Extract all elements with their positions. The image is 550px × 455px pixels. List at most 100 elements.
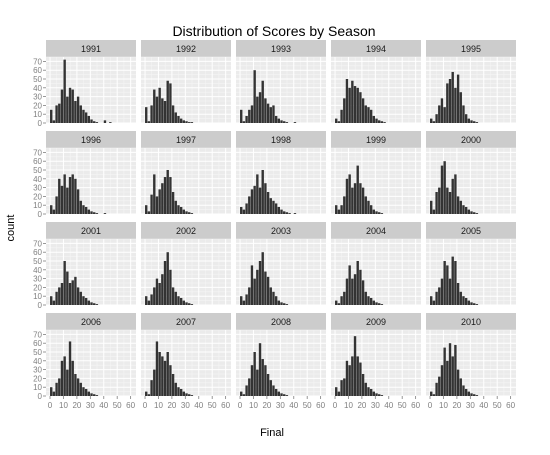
facet-strip-label: 2010 bbox=[461, 317, 481, 327]
histogram-bar bbox=[153, 287, 156, 305]
histogram-bar bbox=[277, 118, 281, 123]
histogram-bars bbox=[430, 256, 479, 305]
histogram-bar bbox=[171, 287, 175, 305]
histogram-bar bbox=[90, 393, 93, 396]
histogram-bar bbox=[82, 109, 85, 123]
histogram-bar bbox=[451, 256, 454, 305]
histogram-bar bbox=[74, 276, 77, 305]
chart-title: Distribution of Scores by Season bbox=[172, 23, 375, 39]
histogram-bar bbox=[356, 87, 359, 123]
x-tick-label: 30 bbox=[466, 401, 475, 410]
histogram-bar bbox=[163, 261, 167, 305]
histogram-bar bbox=[84, 206, 88, 214]
histogram-bars bbox=[145, 341, 194, 396]
x-tick-label: 20 bbox=[167, 401, 176, 410]
histogram-bar bbox=[351, 80, 354, 123]
histogram-bar bbox=[464, 388, 468, 396]
histogram-bar bbox=[372, 209, 376, 214]
histogram-bar bbox=[174, 200, 177, 214]
histogram-bar bbox=[76, 287, 80, 305]
facet-strip-label: 2008 bbox=[271, 317, 291, 327]
histogram-bar bbox=[280, 393, 283, 396]
histogram-bar bbox=[464, 114, 468, 123]
histogram-bar bbox=[76, 378, 80, 396]
histogram-bar bbox=[66, 187, 69, 214]
histogram-bar bbox=[150, 194, 153, 214]
histogram-bar bbox=[55, 291, 58, 305]
y-tick-label: 0 bbox=[38, 392, 43, 401]
histogram-bars bbox=[240, 343, 289, 396]
facet-panel-1998: 1998 bbox=[236, 131, 326, 215]
histogram-bar bbox=[145, 391, 148, 396]
histogram-bar bbox=[190, 395, 194, 396]
histogram-bar bbox=[261, 80, 264, 123]
histogram-bar bbox=[147, 121, 151, 123]
histogram-bar bbox=[90, 302, 93, 305]
histogram-bar bbox=[90, 211, 93, 214]
x-tick-label: 0 bbox=[48, 401, 53, 410]
histogram-bar bbox=[380, 121, 384, 123]
histogram-bar bbox=[438, 376, 441, 396]
histogram-bar bbox=[74, 178, 77, 214]
histogram-bar bbox=[430, 391, 433, 396]
histogram-bar bbox=[369, 109, 373, 123]
histogram-bar bbox=[145, 205, 148, 214]
histogram-bar bbox=[179, 118, 183, 123]
facet-strip bbox=[46, 313, 136, 330]
y-tick-label: 40 bbox=[33, 175, 42, 184]
histogram-bar bbox=[438, 187, 441, 214]
y-tick-label: 10 bbox=[33, 201, 42, 210]
histogram-bar bbox=[253, 70, 256, 123]
histogram-bars bbox=[430, 71, 479, 123]
histogram-bar bbox=[359, 269, 362, 305]
x-axis-label: Final bbox=[260, 427, 284, 439]
y-tick-label: 30 bbox=[33, 366, 42, 375]
facet-strip-label: 2009 bbox=[366, 317, 386, 327]
histogram-bar bbox=[258, 187, 262, 214]
histogram-bar bbox=[58, 378, 61, 396]
histogram-bar bbox=[272, 105, 275, 123]
histogram-bar bbox=[66, 96, 69, 123]
histogram-bar bbox=[158, 352, 161, 396]
histogram-bar bbox=[93, 121, 96, 123]
histogram-bar bbox=[177, 387, 180, 396]
histogram-bar bbox=[177, 115, 180, 123]
facet-strip-label: 1999 bbox=[366, 135, 386, 145]
histogram-bar bbox=[364, 291, 367, 305]
y-tick-label: 60 bbox=[33, 66, 42, 75]
facet-panel-2007: 2007 0 10 20 30 40 50 60 bbox=[141, 313, 231, 410]
facet-panel-1993: 1993 bbox=[236, 40, 326, 124]
histogram-bar bbox=[473, 303, 476, 305]
histogram-bar bbox=[87, 209, 91, 214]
y-tick-label: 10 bbox=[33, 292, 42, 301]
histogram-bar bbox=[440, 98, 444, 123]
histogram-bar bbox=[163, 360, 167, 396]
histogram-bars bbox=[430, 343, 479, 396]
facet-strip-label: 1996 bbox=[81, 135, 101, 145]
histogram-bar bbox=[464, 297, 468, 305]
histogram-bar bbox=[240, 109, 243, 123]
y-tick-label: 10 bbox=[33, 110, 42, 119]
histogram-bar bbox=[343, 98, 346, 123]
histogram-bar bbox=[71, 360, 74, 396]
histogram-bar bbox=[293, 213, 297, 214]
facet-strip bbox=[141, 131, 231, 148]
y-tick-label: 20 bbox=[33, 374, 42, 383]
histogram-bar bbox=[448, 79, 452, 123]
histogram-bar bbox=[340, 380, 343, 396]
histogram-bar bbox=[285, 122, 289, 123]
histogram-bar bbox=[79, 105, 82, 123]
histogram-bar bbox=[242, 394, 246, 396]
histogram-bar bbox=[369, 297, 373, 305]
facet-panel-1997: 1997 bbox=[141, 131, 231, 215]
facet-strip-label: 2003 bbox=[271, 226, 291, 236]
x-tick-label: 20 bbox=[452, 401, 461, 410]
histogram-bar bbox=[283, 303, 286, 305]
x-tick-label: 30 bbox=[181, 401, 190, 410]
histogram-bar bbox=[253, 185, 256, 214]
histogram-bar bbox=[378, 303, 381, 305]
facet-panel-2003: 2003 bbox=[236, 222, 326, 306]
histogram-bar bbox=[269, 380, 272, 396]
histogram-bar bbox=[50, 296, 53, 305]
x-tick-label: 50 bbox=[493, 401, 502, 410]
